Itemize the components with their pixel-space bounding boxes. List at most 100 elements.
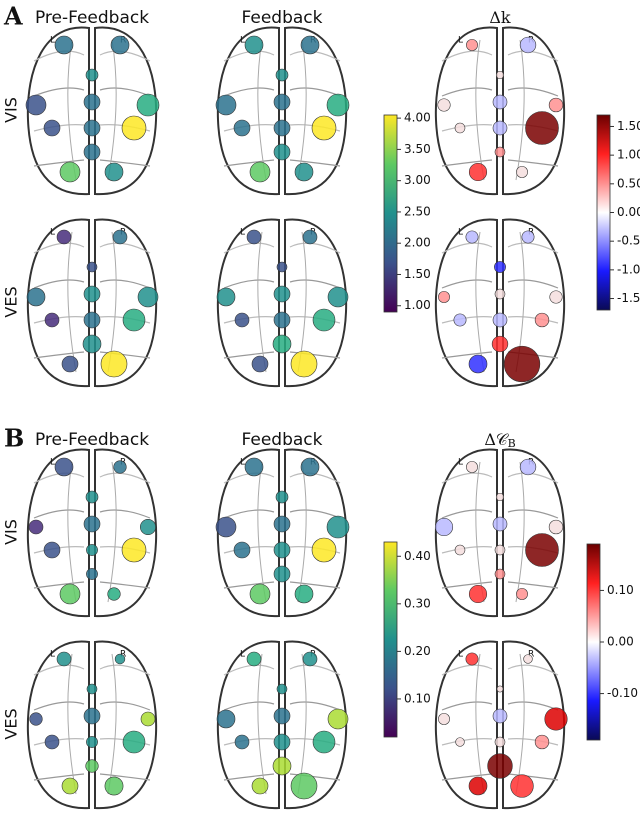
hemisphere [216,218,280,388]
node [273,733,291,751]
gyrus [99,581,151,589]
colorbar-tick-label: 1.00 [617,148,640,162]
colorbar-tick-label: 0.10 [404,691,431,705]
gyrus [223,581,275,589]
brain: LR [216,640,349,810]
hemisphere-label: L [240,458,245,468]
node [104,162,124,182]
node [86,736,98,748]
gyrus [33,546,85,554]
hemisphere [94,448,158,618]
node [468,162,488,182]
node [273,93,291,111]
node [272,756,292,776]
colorbar-tick-label: 0.00 [607,635,634,649]
gyrus [441,124,493,132]
sulcus [297,461,307,603]
node [290,772,318,800]
node [311,537,337,563]
node [233,119,251,137]
brain: LR [215,448,350,618]
node [216,709,236,729]
gyrus [289,581,341,589]
gyrus [33,509,85,519]
hemisphere-label: L [458,36,463,46]
gyrus [223,701,275,711]
node [28,519,44,535]
brain: LR [25,26,160,196]
node [327,286,349,308]
title-main: Δk [489,8,511,27]
node [275,68,289,82]
node [503,345,541,383]
gyrus [289,701,341,711]
gyrus [223,509,275,519]
colorbar-tick-label: 2.00 [404,236,431,250]
hemisphere [434,218,498,388]
node [61,355,79,373]
colorbar-tick-label: -1.00 [617,262,640,276]
node [276,261,288,273]
node [26,287,46,307]
node [82,334,102,354]
node [86,568,98,580]
node [113,460,127,474]
gyrus [99,509,151,519]
node [86,683,98,695]
title-main: Δ𝒞 [484,430,509,449]
colorbar-tick-label: 0.30 [404,596,431,610]
hemisphere [502,640,566,810]
node [273,707,291,725]
gyrus [289,279,341,289]
colorbar [383,114,398,313]
gyrus [223,316,275,324]
node [273,311,291,329]
gyrus [441,159,493,167]
node [140,711,156,727]
gyrus [441,509,493,519]
node [100,350,128,378]
gyrus [223,773,275,781]
gyrus [507,159,559,167]
node [290,350,318,378]
gyrus [507,316,559,324]
node [434,517,454,537]
node [85,490,99,504]
gyrus [441,664,493,676]
node [438,713,450,725]
sulcus [475,231,485,373]
node [83,143,101,161]
node [83,311,101,329]
node [294,584,314,604]
gyrus [507,738,559,746]
node [122,730,146,754]
node [56,229,72,245]
hemisphere-label: L [458,458,463,468]
gyrus [33,581,85,589]
node [83,119,101,137]
title-subscript: B [508,437,516,450]
node [494,568,506,580]
node [110,35,130,55]
node [246,651,262,667]
node [525,533,559,567]
node [492,312,508,328]
hemisphere-label: L [50,650,55,660]
hemisphere [94,218,158,388]
node [302,229,318,245]
gyrus [223,87,275,97]
node [83,707,101,725]
node [244,457,264,477]
brain: LR [216,218,349,388]
node [273,119,291,137]
gyrus [33,701,85,711]
colorbar-tick-label: 1.00 [404,298,431,312]
sulcus [475,461,485,603]
node [549,290,563,304]
node [276,683,288,695]
gyrus [441,581,493,589]
gyrus [441,242,493,254]
node [25,94,47,116]
gyrus [33,87,85,97]
column-title: Δk [489,8,511,27]
